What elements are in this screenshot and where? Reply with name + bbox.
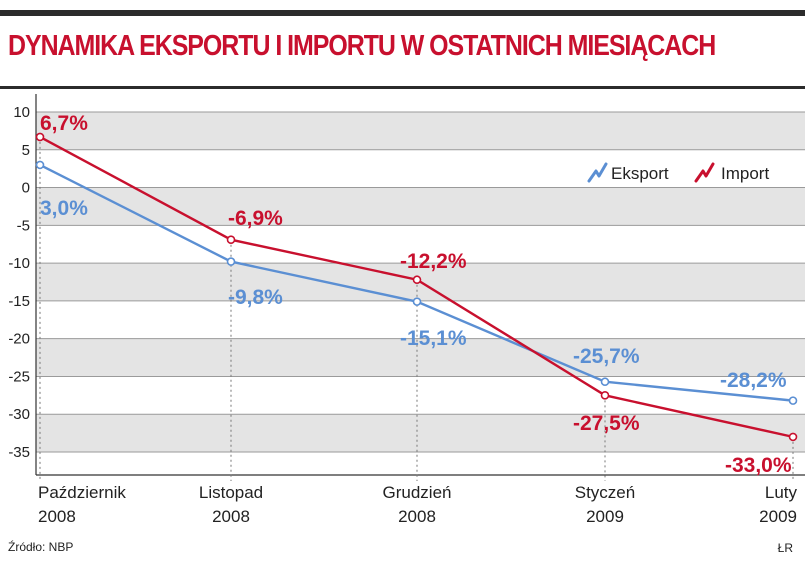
data-point-eksport [35,160,45,170]
x-tick-label: Grudzień 2008 [383,483,452,526]
legend-label-eksport: Eksport [611,164,669,183]
data-label-import: -33,0% [725,454,792,477]
data-point-eksport [412,297,422,306]
data-point-import [600,391,610,400]
y-tick-label: -5 [17,217,30,234]
data-label-eksport: -15,1% [400,327,467,350]
data-label-eksport: 3,0% [40,197,88,220]
data-label-eksport: -28,2% [720,369,787,392]
data-point-eksport [600,377,610,387]
data-point-eksport [226,257,236,266]
data-label-import: 6,7% [40,112,88,135]
y-tick-label: -35 [8,444,30,461]
data-label-import: -6,9% [228,207,283,230]
author-initials: ŁR [777,541,793,555]
y-tick-label: -15 [8,293,30,310]
data-point-eksport [788,396,798,405]
data-point-import [412,275,422,285]
data-point-import [788,432,798,442]
grid-band [36,187,805,226]
grid-band [36,338,805,377]
y-tick-label: -30 [8,406,30,423]
x-tick-label: Styczeń 2009 [575,483,635,526]
data-label-eksport: -9,8% [228,286,283,309]
data-label-import: -12,2% [400,250,467,273]
x-tick-label: Listopad 2008 [199,483,263,526]
y-tick-label: -10 [8,255,30,272]
x-tick-label: Luty 2009 [759,483,797,526]
y-tick-label: 5 [22,142,30,159]
source-note: Źródło: NBP [8,540,74,554]
x-tick-label: Październik 2008 [38,483,126,526]
data-label-eksport: -25,7% [573,345,640,368]
legend-line-icon [694,162,715,183]
grid-band [36,414,805,452]
data-point-import [35,132,45,142]
y-tick-label: 10 [13,104,30,121]
legend-line-icon [587,162,608,183]
y-tick-label: 0 [22,180,30,197]
data-point-import [226,235,236,244]
chart-title: DYNAMIKA EKSPORTU I IMPORTU W OSTATNICH … [8,30,716,62]
grid-band [36,112,805,150]
data-label-import: -27,5% [573,412,640,435]
title-rule [0,86,805,89]
y-tick-label: -20 [8,331,30,348]
legend-label-import: Import [721,164,769,183]
y-tick-label: -25 [8,368,30,385]
top-rule [0,10,805,16]
